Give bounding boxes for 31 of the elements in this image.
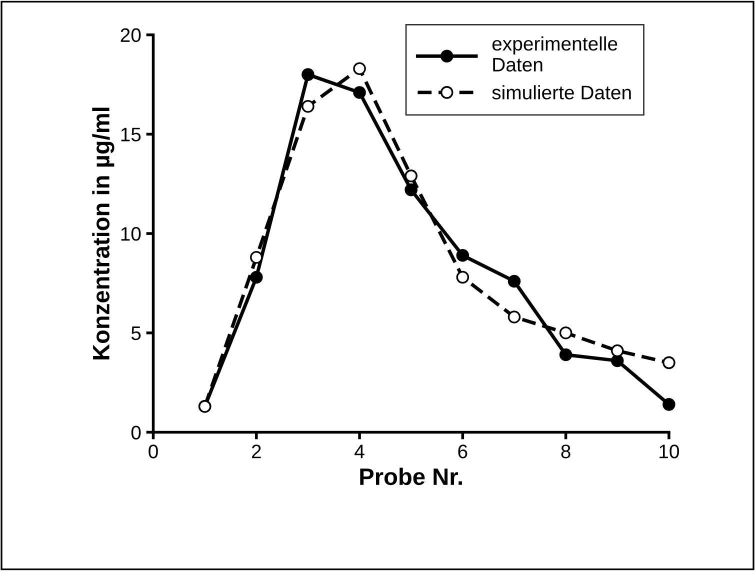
y-tick-label: 20 [120,28,141,42]
x-tick-label: 8 [561,444,570,458]
point [662,398,676,411]
point [456,249,470,262]
point [302,100,314,113]
point [662,356,676,370]
x-tick-label: 10 [660,444,679,458]
x-tick-label: 4 [354,444,364,458]
y-axis-title: Konzentration in µg/ml [92,108,114,360]
y-tick-label: 15 [121,128,141,142]
point [250,270,263,284]
y-tick-label: 5 [131,326,141,340]
point [250,250,263,264]
legend-label: simulierte Daten [492,85,631,100]
point [302,68,314,81]
point [508,310,521,324]
point [353,62,366,75]
x-tick-label: 0 [148,444,158,458]
point [404,170,418,182]
point [456,270,470,284]
point [559,326,572,340]
y-tick-label: 10 [121,227,141,241]
point [353,86,366,99]
x-tick-label: 2 [252,444,261,458]
x-axis-title: Probe Nr. [360,468,462,486]
point [508,274,521,288]
x-tick-label: 6 [458,444,468,458]
y-tick-label: 0 [131,426,141,440]
point [610,344,624,358]
point [404,183,418,196]
point [559,348,572,362]
